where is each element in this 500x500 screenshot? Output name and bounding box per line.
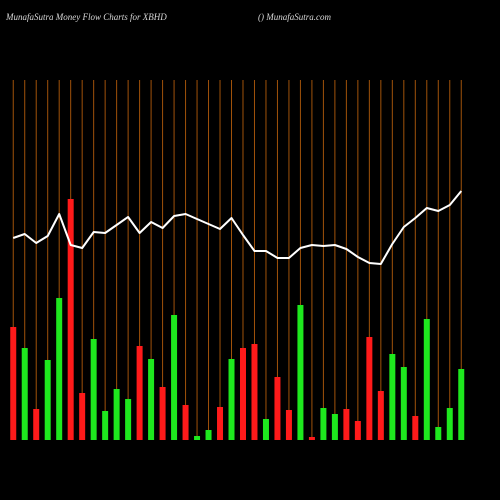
bar [33, 409, 40, 440]
bar [412, 416, 419, 440]
bar [297, 305, 304, 440]
bar [400, 367, 407, 440]
bar [228, 359, 235, 440]
bar [377, 391, 384, 440]
bar [67, 199, 74, 440]
source-label: () MunafaSutra.com [258, 12, 331, 22]
bar [354, 421, 361, 440]
bar [435, 427, 442, 440]
bar [217, 407, 224, 440]
bar [423, 319, 430, 440]
bar [274, 377, 281, 440]
bar [21, 348, 28, 440]
bar [10, 327, 17, 440]
bar [320, 408, 327, 440]
bar [171, 315, 178, 440]
bar [366, 337, 373, 440]
money-flow-line [12, 190, 463, 265]
bar [285, 410, 292, 440]
bar [251, 344, 258, 440]
bar [182, 405, 189, 440]
bar [113, 389, 120, 440]
bar [331, 414, 338, 440]
bar [458, 369, 465, 440]
bar [446, 408, 453, 440]
bar [44, 360, 51, 440]
bar [136, 346, 143, 440]
bar [56, 298, 63, 440]
bar [389, 354, 396, 440]
bar [343, 409, 350, 440]
bar [194, 436, 201, 440]
bar [308, 437, 315, 440]
bar [159, 387, 166, 440]
bar [79, 393, 86, 440]
bar [148, 359, 155, 440]
bar [102, 411, 109, 440]
chart-title: MunafaSutra Money Flow Charts for XBHD [5, 12, 167, 22]
bar [262, 419, 269, 440]
bar [90, 339, 97, 440]
bar [205, 430, 212, 440]
bar [239, 348, 246, 440]
bar [125, 399, 132, 440]
